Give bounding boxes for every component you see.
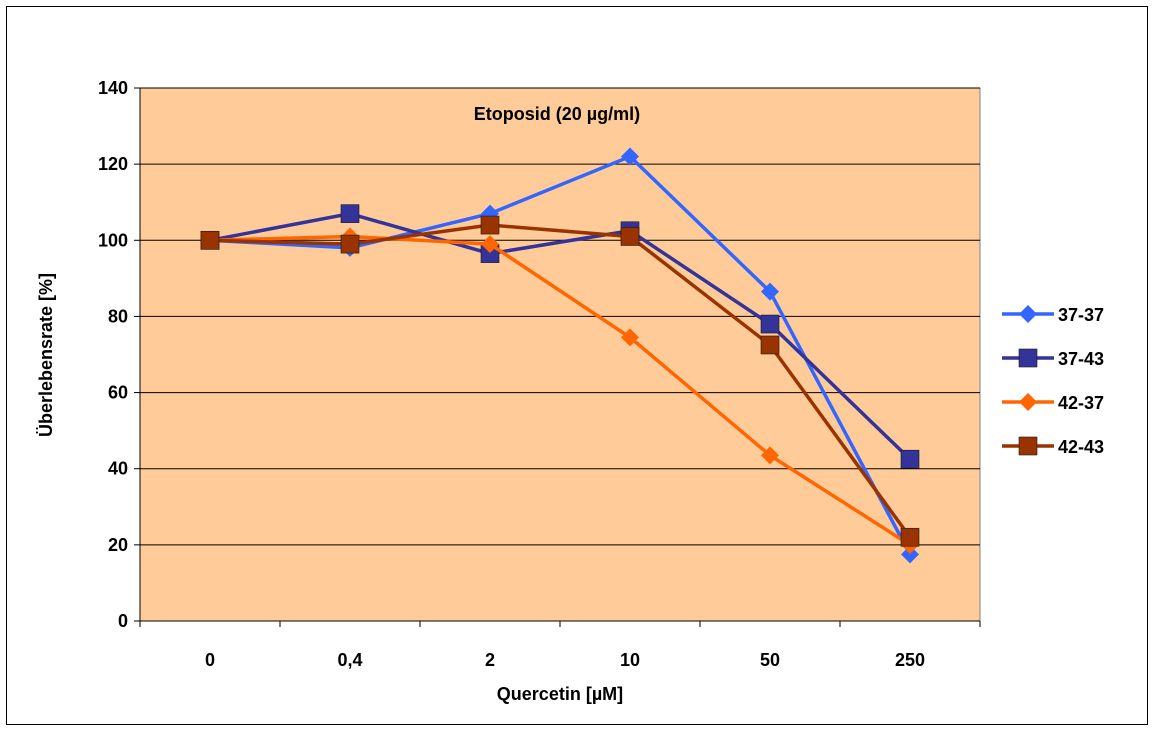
- gridlines: [140, 87, 980, 546]
- y-tick-label: 40: [108, 459, 128, 479]
- x-tick-label: 0: [205, 650, 215, 670]
- legend-label: 42-43: [1058, 437, 1104, 457]
- y-tick-label: 60: [108, 383, 128, 403]
- legend-marker: [1019, 393, 1037, 411]
- series-42-43: [200, 215, 920, 547]
- plot-area: [139, 87, 981, 622]
- data-point: [340, 204, 360, 223]
- x-tick-label: 250: [895, 650, 925, 670]
- series-line: [209, 211, 912, 461]
- series-line: [209, 154, 912, 556]
- y-tick-label: 120: [98, 154, 128, 174]
- legend-item: 37-37: [1002, 305, 1104, 325]
- series-line: [209, 223, 912, 539]
- y-tick-label: 20: [108, 535, 128, 555]
- data-point: [760, 335, 780, 355]
- data-point: [620, 227, 640, 246]
- data-point: [760, 314, 780, 334]
- x-tick-label: 50: [760, 650, 780, 670]
- legend-label: 37-43: [1058, 349, 1104, 369]
- data-point: [621, 147, 639, 166]
- legend-label: 42-37: [1058, 393, 1104, 413]
- data-point: [480, 215, 500, 235]
- data-point: [340, 234, 360, 254]
- x-tick-label: 10: [620, 650, 640, 670]
- legend: 37-37 37-43 42-37 42-43: [1002, 305, 1104, 457]
- x-tick-label: 2: [485, 650, 495, 670]
- axes: [134, 87, 981, 627]
- y-tick-label: 0: [118, 611, 128, 631]
- y-tick-label: 140: [98, 78, 128, 98]
- y-tick-label: 100: [98, 230, 128, 250]
- y-axis-label: Überlebensrate [%]: [36, 273, 56, 437]
- legend-item: 42-43: [1002, 436, 1104, 457]
- legend-item: 37-43: [1002, 348, 1104, 369]
- chart-title: Etoposid (20 µg/ml): [474, 104, 640, 124]
- data-point: [761, 446, 779, 465]
- data-point: [900, 449, 920, 469]
- legend-label: 37-37: [1058, 305, 1104, 325]
- data-point: [900, 527, 920, 547]
- data-point: [901, 545, 919, 564]
- legend-marker: [1018, 436, 1038, 456]
- x-tick-labels: 0 0,4 2 10 50 250: [205, 650, 925, 670]
- legend-item: 42-37: [1002, 393, 1104, 413]
- data-point: [200, 230, 220, 250]
- y-tick-label: 80: [108, 306, 128, 326]
- data-point: [481, 235, 499, 254]
- series-group: [200, 147, 920, 564]
- x-tick-label: 0,4: [337, 650, 362, 670]
- legend-marker: [1019, 305, 1037, 323]
- x-axis-label: Quercetin [µM]: [497, 684, 623, 704]
- y-tick-labels: 0 20 40 60 80 100 120 140: [98, 78, 128, 631]
- data-point: [761, 282, 779, 301]
- series-line: [209, 234, 911, 547]
- legend-marker: [1018, 348, 1038, 368]
- data-point: [621, 328, 639, 347]
